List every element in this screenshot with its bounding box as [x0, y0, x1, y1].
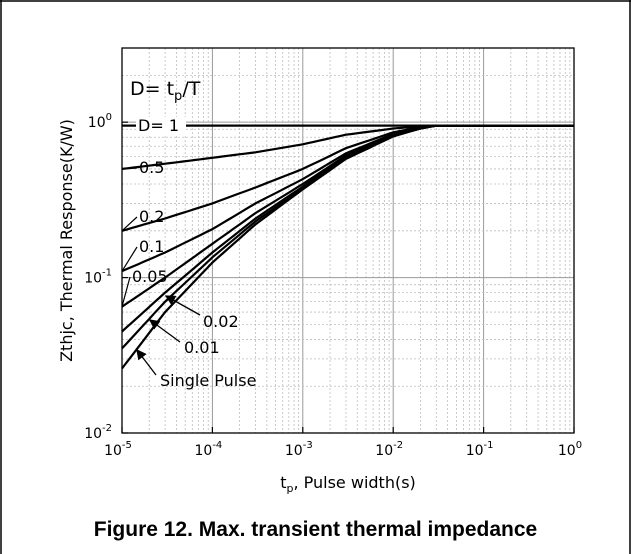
x-tick-label-exponent: 0	[576, 440, 582, 451]
x-tick-label-base: 10	[194, 443, 212, 459]
series-lines	[121, 124, 574, 370]
x-tick-label: 10-1	[466, 440, 494, 459]
duty-cycle-note-main: D= t	[130, 78, 174, 100]
annotation-arrow	[136, 348, 157, 376]
y-axis-label: Zthjc, Thermal Response(K/W)	[57, 119, 76, 362]
y-tick-label-base: 10	[84, 426, 102, 442]
duty-cycle-note-rest: /T	[182, 78, 200, 100]
y-tick-label: 10-1	[84, 268, 112, 287]
curve-label: 0.02	[203, 312, 239, 331]
x-tick-label: 100	[558, 440, 582, 459]
curve-label: Single Pulse	[160, 371, 256, 390]
x-axis-label-main: t	[280, 473, 286, 492]
y-axis-label-main: Zthjc	[57, 321, 76, 362]
duty-cycle-note-sub: p	[174, 89, 182, 104]
plot-area-border	[121, 47, 575, 434]
figure-caption: Figure 12. Max. transient thermal impeda…	[93, 518, 538, 541]
curve-label: 0.01	[184, 338, 220, 357]
annotation-leader	[121, 276, 131, 307]
x-tick-label-exponent: -2	[393, 440, 403, 451]
curve-annotations: D= 1 0.5 0.2 0.1 0.05 0.02 0.01 Single Pulse	[121, 116, 256, 390]
x-tick-label: 10-3	[285, 440, 313, 459]
series-line	[121, 124, 574, 370]
curve-label: 0.5	[139, 158, 164, 177]
x-tick-label-base: 10	[375, 443, 393, 459]
x-tick-label-base: 10	[558, 443, 576, 459]
x-axis-label: tp, Pulse width(s)	[280, 473, 416, 495]
x-tick-label-base: 10	[104, 443, 122, 459]
y-tick-label: 100	[88, 112, 112, 131]
duty-cycle-note: D= tp/T	[130, 78, 201, 104]
y-tick-label-base: 10	[88, 115, 106, 131]
x-tick-label-base: 10	[466, 443, 484, 459]
x-tick-label-base: 10	[285, 443, 303, 459]
x-tick-label-exponent: -1	[484, 440, 494, 451]
y-axis-label-rest: , Thermal Response(K/W)	[57, 119, 76, 321]
x-axis-label-rest: , Pulse width(s)	[293, 473, 415, 492]
x-tick-label-exponent: -3	[303, 440, 313, 451]
annotation-arrow	[148, 319, 181, 343]
annotation-arrow	[164, 295, 201, 316]
x-tick-label: 10-4	[194, 440, 222, 459]
x-tick-label-exponent: -4	[212, 440, 222, 451]
grid	[121, 47, 574, 434]
annotation-leader	[121, 167, 138, 170]
series-line	[121, 124, 574, 232]
x-tick-label: 10-2	[375, 440, 403, 459]
y-tick-label-exponent: -1	[102, 268, 112, 279]
y-tick-label-exponent: -2	[102, 423, 112, 434]
curve-label: 0.2	[139, 207, 164, 226]
curve-label-background	[136, 117, 186, 135]
y-tick-label: 10-2	[84, 423, 112, 442]
annotation-leader	[121, 246, 138, 272]
x-axis-label-sub: p	[286, 482, 293, 495]
x-tick-label-exponent: -5	[122, 440, 132, 451]
y-tick-label-base: 10	[84, 271, 102, 287]
curve-label: 0.1	[139, 237, 164, 256]
y-tick-label-exponent: 0	[106, 112, 112, 123]
curve-label: 0.05	[132, 267, 168, 286]
annotation-leader	[121, 216, 138, 232]
x-tick-label: 10-5	[104, 440, 132, 459]
curve-label: D= 1	[138, 116, 179, 135]
